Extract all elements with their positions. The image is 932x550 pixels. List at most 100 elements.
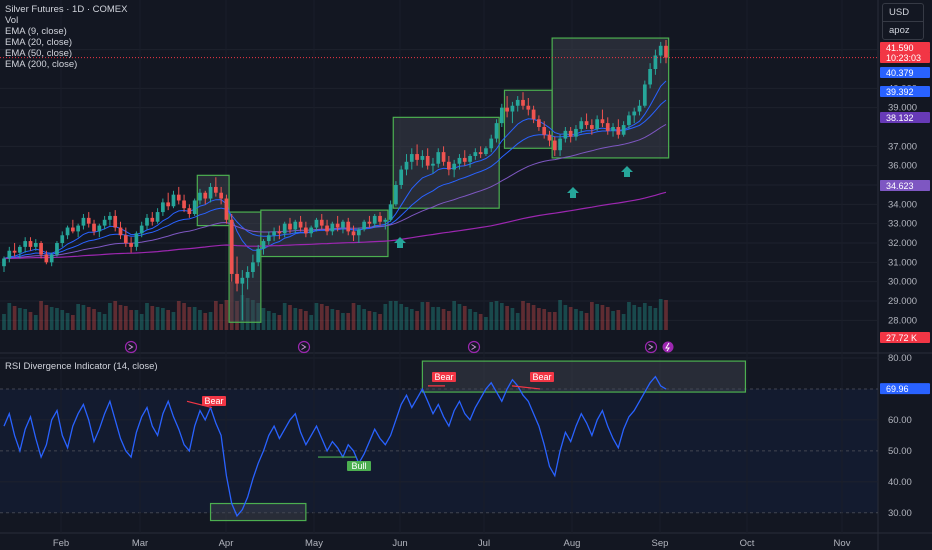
candle[interactable] [542, 127, 547, 135]
candle[interactable] [113, 215, 118, 228]
candle[interactable] [23, 241, 28, 247]
candle[interactable] [574, 128, 578, 137]
candle[interactable] [505, 107, 509, 112]
candle[interactable] [187, 208, 192, 214]
candle[interactable] [70, 227, 75, 232]
ema-line[interactable] [3, 191, 667, 260]
candle[interactable] [499, 107, 504, 124]
candle[interactable] [494, 123, 499, 139]
candle[interactable] [108, 215, 112, 220]
candle[interactable] [171, 194, 176, 207]
candle[interactable] [118, 227, 123, 236]
candle[interactable] [637, 105, 642, 112]
candle[interactable] [256, 248, 261, 263]
candle[interactable] [627, 115, 631, 126]
candle[interactable] [49, 254, 54, 263]
candle[interactable] [616, 127, 621, 135]
candle[interactable] [325, 225, 329, 232]
lightning-icon[interactable] [662, 341, 674, 353]
candle[interactable] [266, 235, 271, 242]
candle[interactable] [425, 156, 430, 166]
candle[interactable] [590, 125, 594, 129]
candle[interactable] [261, 241, 266, 249]
candle[interactable] [293, 221, 298, 230]
candle[interactable] [39, 243, 43, 255]
price-badge[interactable] [880, 42, 930, 53]
candle[interactable] [632, 111, 637, 116]
candle[interactable] [309, 227, 314, 234]
candle[interactable] [213, 186, 218, 193]
candle[interactable] [367, 221, 372, 224]
candle[interactable] [272, 231, 276, 236]
candle[interactable] [531, 109, 536, 120]
candle[interactable] [86, 217, 91, 224]
candle[interactable] [653, 55, 658, 69]
candle[interactable] [415, 154, 419, 160]
price-badge[interactable] [880, 86, 930, 97]
event-marker-icon[interactable] [124, 340, 138, 354]
price-badge[interactable] [880, 180, 930, 191]
rsi-title[interactable]: RSI Divergence Indicator (14, close) [5, 361, 158, 372]
rsi-signal-badge[interactable] [432, 372, 456, 382]
rsi-zone-box[interactable] [209, 502, 307, 522]
candle[interactable] [600, 119, 605, 124]
candle[interactable] [97, 225, 102, 232]
buy-arrow-icon[interactable] [394, 237, 406, 248]
candle[interactable] [161, 202, 165, 213]
legend-ema-20[interactable]: EMA (20, close) [5, 37, 73, 48]
candle[interactable] [595, 119, 600, 129]
candle[interactable] [537, 119, 541, 127]
candle[interactable] [198, 192, 202, 201]
event-marker-icon[interactable] [297, 340, 311, 354]
candle[interactable] [388, 204, 393, 220]
candle[interactable] [648, 69, 652, 85]
legend-vol[interactable]: Vol [5, 15, 19, 26]
candle[interactable] [341, 221, 345, 228]
candle[interactable] [346, 221, 351, 232]
candle[interactable] [33, 243, 38, 247]
candle[interactable] [176, 194, 181, 201]
ema-line[interactable] [3, 123, 667, 259]
candle[interactable] [319, 219, 324, 226]
candle[interactable] [123, 235, 128, 243]
rsi-signal-badge[interactable] [202, 396, 226, 406]
candle[interactable] [304, 227, 308, 234]
candle[interactable] [404, 161, 409, 170]
candle[interactable] [484, 148, 488, 155]
candle[interactable] [372, 215, 377, 224]
candle[interactable] [510, 105, 515, 112]
legend-ema-9[interactable]: EMA (9, close) [5, 26, 67, 37]
symbol-title[interactable]: Silver Futures · 1D · COMEX [5, 4, 128, 15]
candle[interactable] [447, 161, 451, 170]
candle[interactable] [611, 127, 615, 131]
candle[interactable] [547, 134, 552, 141]
candle[interactable] [489, 138, 494, 149]
candle[interactable] [219, 192, 223, 199]
candle[interactable] [229, 219, 234, 274]
candle[interactable] [240, 277, 245, 284]
candle[interactable] [166, 202, 171, 207]
candle[interactable] [441, 152, 446, 162]
candle[interactable] [642, 84, 647, 106]
price-badge[interactable] [880, 67, 930, 78]
candle[interactable] [478, 152, 483, 155]
candle[interactable] [420, 156, 425, 160]
candle[interactable] [351, 231, 356, 236]
event-marker-icon[interactable] [644, 340, 658, 354]
candle[interactable] [605, 123, 610, 131]
candle[interactable] [2, 258, 6, 267]
candle[interactable] [277, 231, 282, 234]
candle[interactable] [102, 219, 107, 226]
zone-box[interactable] [392, 116, 500, 209]
zone-box[interactable] [228, 211, 262, 323]
candle[interactable] [436, 152, 441, 164]
candle[interactable] [521, 99, 525, 106]
candle[interactable] [55, 243, 59, 255]
candle[interactable] [452, 163, 457, 170]
candle[interactable] [394, 185, 398, 205]
candle[interactable] [65, 227, 70, 236]
candle[interactable] [139, 225, 144, 234]
candle[interactable] [150, 217, 155, 222]
candle[interactable] [208, 186, 213, 199]
candle[interactable] [378, 215, 382, 222]
